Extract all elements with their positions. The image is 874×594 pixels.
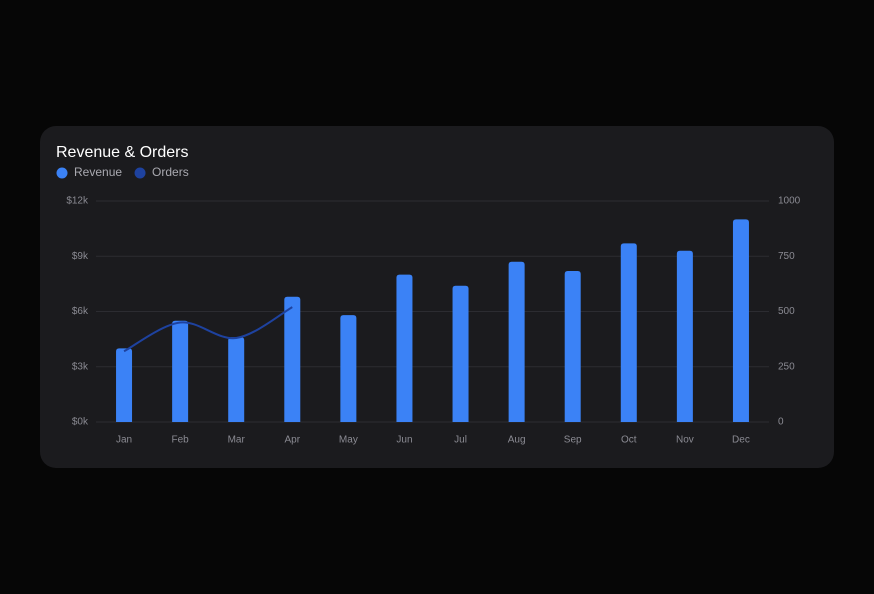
- bar: [732, 219, 749, 422]
- y-tick-label: $12k: [66, 196, 89, 207]
- x-tick-label: Feb: [172, 435, 190, 446]
- y2-tick-label: 750: [778, 251, 795, 262]
- bar: [452, 285, 469, 422]
- bar: [340, 315, 357, 422]
- bar: [284, 296, 301, 422]
- x-tick-label: Apr: [285, 435, 301, 446]
- bar: [228, 337, 245, 422]
- legend-swatch: [134, 167, 146, 179]
- chart-title: Revenue & Orders: [56, 144, 189, 161]
- line: [123, 306, 293, 353]
- x-tick-label: Aug: [508, 435, 526, 446]
- y-tick-label: $0k: [72, 417, 89, 428]
- y2-tick-label: 500: [778, 306, 795, 317]
- y2-tick-label: 250: [778, 361, 795, 372]
- legend-label: Revenue: [74, 165, 122, 179]
- y-tick-label: $9k: [72, 251, 89, 262]
- y2-tick-label: 0: [778, 417, 784, 428]
- x-tick-label: Nov: [676, 435, 694, 446]
- y-tick-label: $6k: [72, 306, 89, 317]
- x-tick-label: Jul: [454, 435, 467, 446]
- bar: [396, 274, 413, 422]
- bar: [676, 250, 693, 422]
- x-tick-label: Sep: [564, 435, 582, 446]
- bar: [564, 270, 581, 422]
- x-tick-label: Jan: [116, 435, 132, 446]
- bar: [620, 243, 637, 422]
- x-tick-label: May: [339, 435, 358, 446]
- legend-swatch: [56, 167, 68, 179]
- x-tick-label: Jun: [396, 435, 412, 446]
- x-tick-label: Mar: [228, 435, 246, 446]
- y2-tick-label: 1000: [778, 196, 801, 207]
- bar: [508, 261, 525, 422]
- x-tick-label: Oct: [621, 435, 637, 446]
- legend-label: Orders: [152, 165, 189, 179]
- y-tick-label: $3k: [72, 361, 89, 372]
- x-tick-label: Dec: [732, 435, 750, 446]
- bar: [172, 320, 189, 422]
- bar: [116, 348, 133, 422]
